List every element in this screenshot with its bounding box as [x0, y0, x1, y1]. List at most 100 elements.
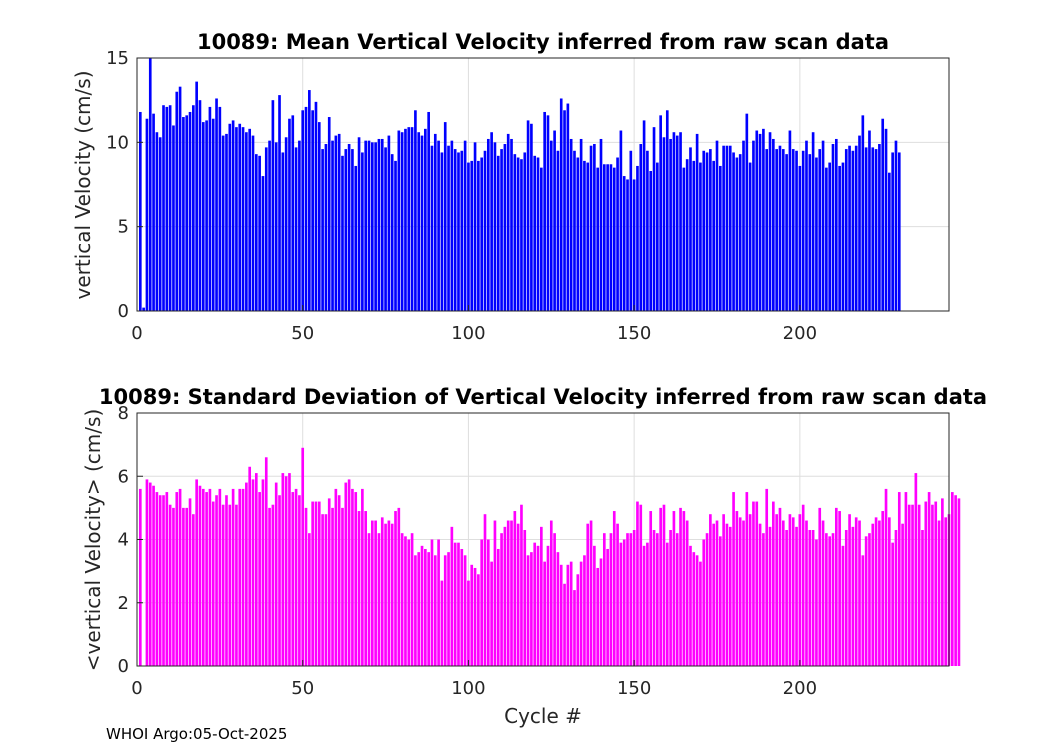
- bar-cycle-200: [798, 514, 802, 666]
- bar-cycle-170: [699, 561, 702, 666]
- bar-cycle-6: [155, 492, 159, 666]
- bar-cycle-222: [871, 147, 875, 311]
- y-tick-label: 5: [118, 217, 129, 238]
- mean-bars: [138, 58, 901, 312]
- bar-cycle-100: [467, 162, 470, 311]
- bar-cycle-81: [404, 128, 407, 311]
- bar-cycle-15: [185, 507, 189, 666]
- bar-cycle-64: [347, 479, 351, 666]
- bar-cycle-44: [281, 473, 285, 666]
- bar-cycle-44: [281, 152, 285, 311]
- bar-cycle-108: [493, 520, 497, 666]
- bar-cycle-4: [148, 482, 152, 666]
- bar-cycle-113: [510, 138, 513, 311]
- bar-cycle-117: [523, 530, 527, 666]
- bar-cycle-144: [612, 511, 616, 666]
- bar-cycle-191: [768, 132, 772, 311]
- bar-cycle-148: [626, 179, 629, 311]
- bar-cycle-133: [576, 157, 580, 311]
- bar-cycle-141: [602, 533, 606, 666]
- bar-cycle-9: [165, 492, 169, 666]
- bar-cycle-221: [868, 533, 871, 666]
- bar-cycle-73: [377, 533, 381, 666]
- bar-cycle-242: [937, 520, 941, 666]
- bar-cycle-99: [463, 140, 467, 311]
- bar-cycle-172: [705, 533, 709, 666]
- bar-cycle-96: [453, 149, 457, 311]
- bar-cycle-13: [178, 488, 182, 666]
- x-tick-label: 200: [783, 678, 817, 699]
- bar-cycle-150: [632, 179, 636, 311]
- bar-cycle-127: [556, 552, 560, 666]
- bar-cycle-180: [732, 492, 735, 666]
- bar-cycle-78: [394, 511, 397, 666]
- bar-cycle-121: [536, 545, 540, 666]
- bar-cycle-186: [752, 140, 755, 311]
- bar-cycle-39: [264, 147, 268, 311]
- bar-cycle-14: [182, 117, 185, 312]
- x-tick-label: 50: [291, 323, 314, 344]
- bar-cycle-220: [864, 147, 868, 311]
- bar-cycle-29: [231, 120, 235, 311]
- bar-cycle-219: [861, 115, 865, 311]
- bar-cycle-54: [314, 101, 318, 311]
- bar-cycle-205: [815, 539, 818, 666]
- bar-cycle-154: [646, 150, 649, 311]
- bar-cycle-210: [831, 144, 835, 311]
- bar-cycle-63: [344, 149, 348, 311]
- bar-cycle-65: [351, 149, 354, 311]
- bar-cycle-61: [337, 495, 341, 666]
- bar-cycle-115: [516, 523, 520, 666]
- bar-cycle-209: [828, 162, 832, 311]
- velocity-mean-chart: 0 50 100 150 200 0 5 10 15 10089: Mean Vertical…: [71, 30, 950, 344]
- bar-cycle-182: [738, 154, 742, 311]
- bar-cycle-47: [291, 492, 295, 666]
- bar-cycle-212: [838, 511, 841, 666]
- bar-cycle-218: [858, 135, 861, 311]
- bar-cycle-195: [781, 520, 785, 666]
- bar-cycle-198: [791, 517, 795, 666]
- bar-cycle-17: [192, 514, 195, 666]
- bar-cycle-238: [924, 501, 928, 666]
- y-tick-label: 6: [118, 466, 129, 487]
- bar-cycle-48: [294, 147, 298, 311]
- bar-cycle-102: [473, 142, 477, 311]
- bar-cycle-57: [324, 514, 328, 666]
- bar-cycle-75: [384, 147, 387, 311]
- bar-cycle-235: [914, 473, 918, 666]
- bar-cycle-204: [811, 530, 815, 666]
- bar-cycle-49: [298, 495, 301, 666]
- bar-cycle-5: [152, 485, 155, 666]
- bar-cycle-95: [450, 140, 454, 311]
- bar-cycle-51: [304, 507, 308, 666]
- std-chart-title: 10089: Standard Deviation of Vertical Ve…: [99, 385, 987, 409]
- bar-cycle-185: [748, 162, 752, 311]
- bar-cycle-194: [778, 507, 782, 666]
- bar-cycle-139: [596, 167, 600, 311]
- bar-cycle-38: [261, 479, 265, 666]
- bar-cycle-36: [254, 473, 258, 666]
- bar-cycle-180: [732, 152, 735, 311]
- bar-cycle-36: [254, 154, 258, 311]
- bar-cycle-124: [546, 545, 550, 666]
- bar-cycle-129: [563, 583, 566, 666]
- bar-cycle-32: [241, 127, 245, 311]
- bar-cycle-84: [414, 555, 417, 666]
- bar-cycle-75: [384, 523, 387, 666]
- bar-cycle-7: [158, 495, 162, 666]
- bar-cycle-92: [440, 152, 444, 311]
- bar-cycle-221: [868, 130, 871, 311]
- bar-cycle-38: [261, 176, 265, 311]
- bar-cycle-193: [775, 149, 778, 311]
- bar-cycle-203: [808, 154, 812, 311]
- bar-cycle-197: [788, 514, 792, 666]
- bar-cycle-230: [897, 492, 901, 666]
- mean-chart-title: 10089: Mean Vertical Velocity inferred f…: [197, 30, 889, 54]
- bar-cycle-45: [284, 476, 288, 666]
- bar-cycle-164: [679, 132, 682, 311]
- bar-cycle-98: [460, 548, 464, 666]
- bar-cycle-170: [699, 162, 702, 311]
- bar-cycle-54: [314, 501, 318, 666]
- bar-cycle-190: [765, 488, 769, 666]
- bar-cycle-3: [145, 479, 149, 666]
